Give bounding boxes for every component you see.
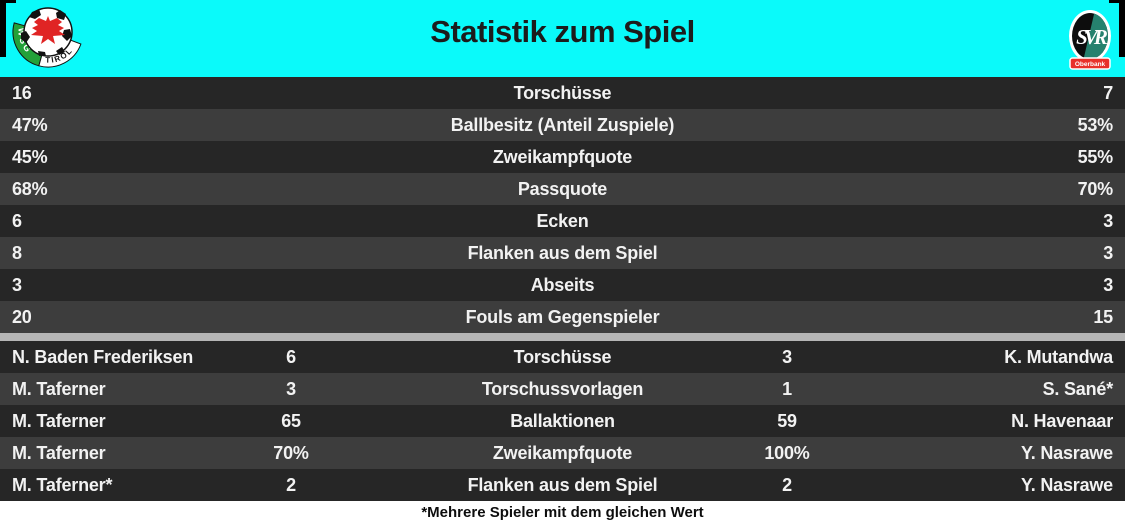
away-value: 3	[1103, 243, 1113, 263]
away-value: 3	[1103, 211, 1113, 231]
away-player-value: 1	[782, 379, 792, 399]
sponsor-banner-text: Oberbank	[1075, 61, 1106, 68]
ball-pentagons	[21, 9, 72, 56]
player-stat-row: M. Taferner 70% Zweikampfquote 100% Y. N…	[0, 437, 1125, 469]
team-stat-row: 20 Fouls am Gegenspieler 15	[0, 301, 1125, 333]
home-player-value: 70%	[273, 443, 309, 463]
away-player-value: 59	[777, 411, 797, 431]
away-player-name: N. Havenaar	[1011, 411, 1113, 431]
player-stat-row: M. Taferner 3 Torschussvorlagen 1 S. San…	[0, 373, 1125, 405]
stat-label: Torschussvorlagen	[481, 379, 644, 399]
frame-edge-top-right	[1109, 0, 1125, 3]
home-value: 3	[12, 275, 22, 295]
away-player-name: K. Mutandwa	[1004, 347, 1113, 367]
home-player-value: 6	[286, 347, 296, 367]
stat-label: Zweikampfquote	[492, 147, 633, 167]
away-value: 3	[1103, 275, 1113, 295]
away-value: 70%	[1077, 179, 1114, 199]
footnote: *Mehrere Spieler mit dem gleichen Wert	[0, 501, 1125, 526]
away-player-value: 3	[782, 347, 792, 367]
team-stat-row: 3 Abseits 3	[0, 269, 1125, 301]
team-stat-row: 68% Passquote 70%	[0, 173, 1125, 205]
home-player-name: M. Taferner*	[12, 475, 113, 495]
stat-label: Passquote	[517, 179, 608, 199]
eagle-icon	[31, 16, 65, 44]
home-player-name: M. Taferner	[12, 379, 106, 399]
stat-label: Fouls am Gegenspieler	[465, 307, 660, 327]
stat-label: Zweikampfquote	[492, 443, 633, 463]
home-player-value: 65	[281, 411, 301, 431]
away-player-name: S. Sané*	[1042, 379, 1114, 399]
away-value: 53%	[1077, 115, 1114, 135]
player-stat-row: N. Baden Frederiksen 6 Torschüsse 3 K. M…	[0, 341, 1125, 373]
team-stat-row: 16 Torschüsse 7	[0, 77, 1125, 109]
home-value: 45%	[12, 147, 48, 167]
player-stat-row: M. Taferner* 2 Flanken aus dem Spiel 2 Y…	[0, 469, 1125, 501]
stat-label: Ecken	[536, 211, 589, 231]
away-player-value: 2	[782, 475, 792, 495]
svr-monogram: SVR	[1076, 25, 1108, 49]
home-value: 47%	[12, 115, 48, 135]
stat-label: Abseits	[530, 275, 595, 295]
home-value: 8	[12, 243, 22, 263]
home-player-name: N. Baden Frederiksen	[12, 347, 194, 367]
away-player-value: 100%	[764, 443, 810, 463]
stat-label: Flanken aus dem Spiel	[467, 475, 658, 495]
away-club-logo-sv-ried: SVR Oberbank	[1069, 10, 1112, 70]
home-value: 16	[12, 83, 32, 103]
team-stat-row: 8 Flanken aus dem Spiel 3	[0, 237, 1125, 269]
away-value: 7	[1103, 83, 1113, 103]
home-club-logo-wsg-tirol: W S G TIROL	[12, 7, 82, 68]
away-player-name: Y. Nasrawe	[1020, 443, 1113, 463]
away-value: 15	[1093, 307, 1113, 327]
team-stats-table: 16 Torschüsse 7 47% Ballbesitz (Anteil Z…	[0, 77, 1125, 333]
player-stat-row: M. Taferner 65 Ballaktionen 59 N. Havena…	[0, 405, 1125, 437]
stat-label: Ballbesitz (Anteil Zuspiele)	[450, 115, 675, 135]
section-separator	[0, 333, 1125, 341]
home-player-name: M. Taferner	[12, 443, 106, 463]
team-stat-row: 47% Ballbesitz (Anteil Zuspiele) 53%	[0, 109, 1125, 141]
frame-edge-top-left	[0, 0, 16, 3]
home-player-name: M. Taferner	[12, 411, 106, 431]
home-value: 20	[12, 307, 32, 327]
stat-label: Ballaktionen	[510, 411, 615, 431]
stat-label: Torschüsse	[513, 347, 612, 367]
home-value: 68%	[12, 179, 48, 199]
header-bar: Statistik zum Spiel W S G TIROL	[0, 0, 1125, 77]
stat-label: Flanken aus dem Spiel	[467, 243, 658, 263]
home-player-value: 2	[286, 475, 296, 495]
team-stat-row: 6 Ecken 3	[0, 205, 1125, 237]
player-stats-table: N. Baden Frederiksen 6 Torschüsse 3 K. M…	[0, 341, 1125, 501]
sponsor-banner	[1069, 57, 1111, 70]
away-value: 55%	[1077, 147, 1114, 167]
stat-label: Torschüsse	[513, 83, 612, 103]
frame-edge-left	[0, 0, 6, 57]
frame-edge-right	[1119, 0, 1125, 57]
home-value: 6	[12, 211, 22, 231]
away-player-name: Y. Nasrawe	[1020, 475, 1113, 495]
home-player-value: 3	[286, 379, 296, 399]
team-stat-row: 45% Zweikampfquote 55%	[0, 141, 1125, 173]
page-title: Statistik zum Spiel	[430, 14, 695, 49]
